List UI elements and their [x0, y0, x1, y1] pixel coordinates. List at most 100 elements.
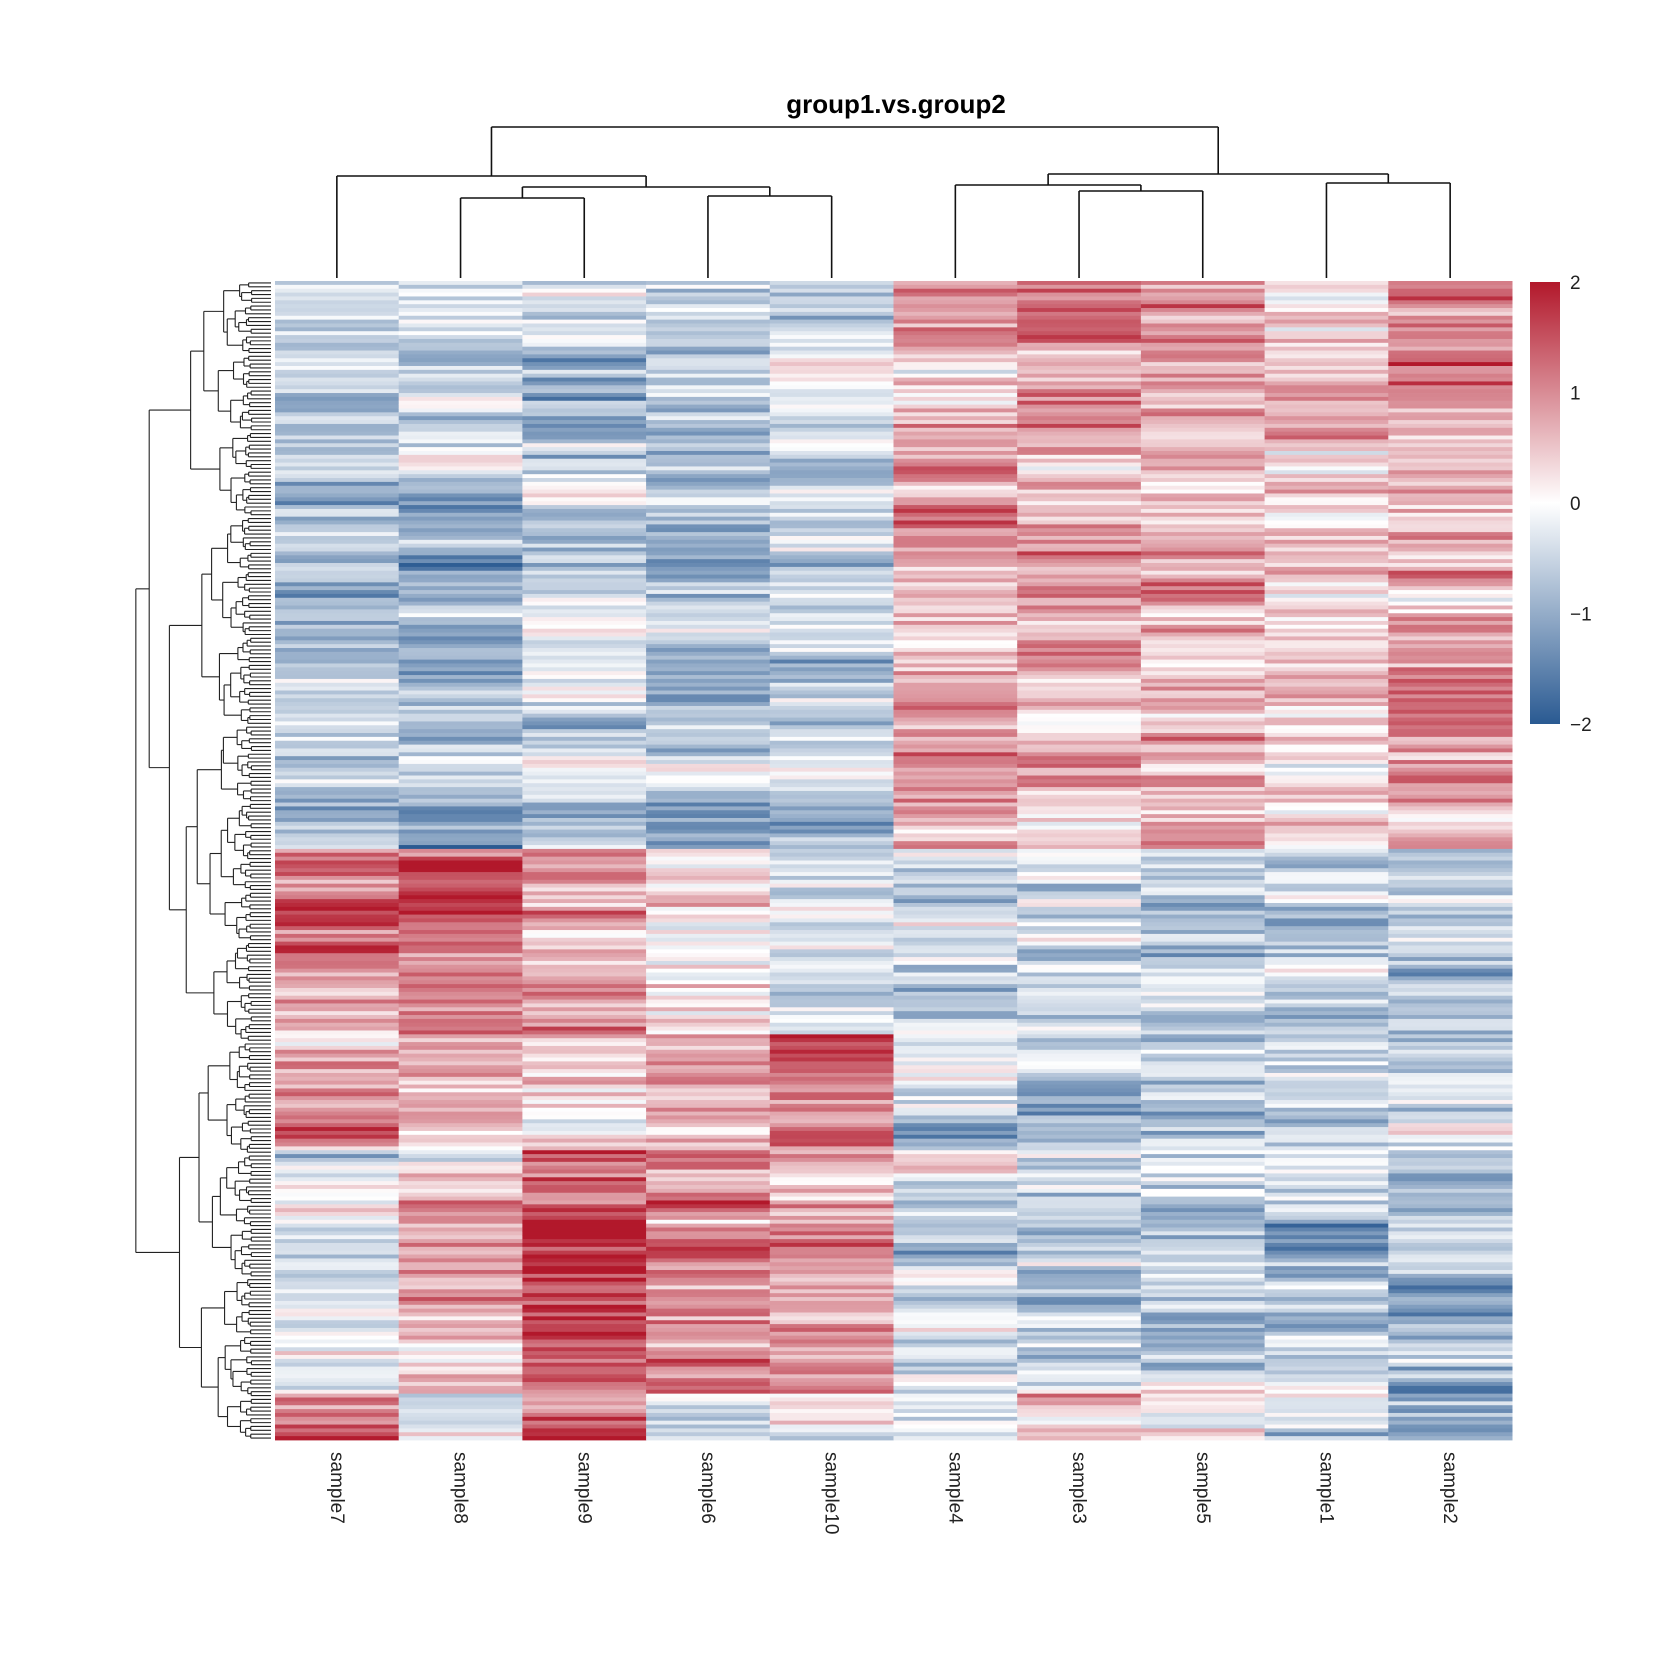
heatmap-cell: [522, 1420, 647, 1425]
heatmap-cell: [769, 926, 894, 931]
heatmap-cell: [646, 926, 771, 931]
heatmap-cell: [275, 466, 400, 471]
heatmap-cell: [893, 1366, 1018, 1371]
heatmap-cell: [398, 875, 523, 881]
heatmap-cell: [398, 678, 523, 684]
heatmap-cell: [646, 833, 771, 838]
heatmap-cell: [398, 814, 523, 819]
heatmap-cell: [398, 1127, 523, 1132]
heatmap-cell: [1017, 443, 1142, 448]
heatmap-cell: [1388, 775, 1513, 780]
heatmap-cell: [769, 1281, 894, 1286]
heatmap-cell: [398, 1115, 523, 1120]
heatmap-cell: [769, 1393, 894, 1398]
heatmap-cell: [522, 1409, 647, 1414]
heatmap-cell: [646, 331, 771, 336]
heatmap-cell: [398, 1219, 523, 1225]
heatmap-cell: [398, 1235, 523, 1240]
heatmap-cell: [1388, 570, 1513, 576]
heatmap-cell: [1017, 1370, 1142, 1375]
heatmap-cell: [893, 570, 1018, 576]
heatmap-cell: [1017, 883, 1142, 888]
heatmap-cell: [893, 563, 1018, 568]
heatmap-cell: [893, 393, 1018, 398]
heatmap-cell: [275, 338, 400, 344]
heatmap-cell: [769, 1289, 894, 1294]
heatmap-cell: [275, 1030, 400, 1035]
heatmap-cell: [522, 752, 647, 757]
heatmap-cell: [522, 1239, 647, 1244]
heatmap-cell: [1264, 810, 1389, 815]
heatmap-cell: [522, 1030, 647, 1035]
heatmap-cell: [398, 493, 523, 498]
heatmap-cell: [1388, 972, 1513, 977]
heatmap-cell: [398, 1277, 523, 1282]
heatmap-cell: [1140, 1420, 1266, 1425]
heatmap-cell: [646, 1157, 771, 1163]
heatmap-cell: [1140, 1219, 1266, 1225]
heatmap-cell: [1017, 1273, 1142, 1279]
heatmap-cell: [1388, 1358, 1513, 1364]
heatmap-cell: [1140, 323, 1266, 328]
heatmap-cell: [893, 605, 1018, 610]
heatmap-cell: [646, 810, 771, 815]
heatmap-cell: [275, 1358, 400, 1364]
heatmap-cell: [398, 899, 523, 904]
heatmap-cell: [893, 365, 1018, 371]
heatmap-cell: [522, 1181, 647, 1186]
heatmap-cell: [769, 1192, 894, 1198]
heatmap-cell: [275, 389, 400, 394]
heatmap-cell: [1140, 848, 1266, 854]
heatmap-cell: [275, 335, 400, 340]
heatmap-cell: [275, 1285, 400, 1290]
heatmap-cell: [1264, 1045, 1389, 1051]
heatmap-cell: [275, 1331, 400, 1337]
heatmap-cell: [1264, 532, 1389, 537]
heatmap-cell: [769, 1374, 894, 1379]
heatmap-cell: [1264, 895, 1389, 900]
heatmap-cell: [1017, 358, 1142, 363]
heatmap-cell: [1264, 651, 1389, 657]
heatmap-cell: [646, 350, 771, 355]
heatmap-cell: [1140, 1103, 1266, 1109]
heatmap-cell: [398, 914, 523, 919]
heatmap-cell: [1388, 659, 1513, 664]
heatmap-cell: [769, 682, 894, 688]
heatmap-cell: [1264, 447, 1389, 452]
heatmap-cell: [1017, 1239, 1142, 1244]
heatmap-cell: [769, 872, 894, 877]
heatmap-cell: [646, 1061, 771, 1066]
heatmap-cell: [1264, 1366, 1389, 1371]
heatmap-cell: [1140, 1208, 1266, 1213]
heatmap-cell: [646, 1130, 771, 1136]
heatmap-cell: [522, 698, 647, 703]
heatmap-cell: [522, 903, 647, 908]
heatmap-cell: [1388, 539, 1513, 545]
heatmap-cell: [893, 628, 1018, 633]
heatmap-cell: [522, 288, 647, 293]
heatmap-cell: [646, 1246, 771, 1252]
heatmap-cell: [646, 1401, 771, 1406]
heatmap-cell: [1017, 539, 1142, 545]
heatmap-cell: [1264, 555, 1389, 560]
heatmap-cell: [1140, 1015, 1266, 1020]
heatmap-cell: [1264, 346, 1389, 351]
heatmap-cell: [1140, 1316, 1266, 1321]
heatmap-cell: [398, 891, 523, 896]
heatmap-cell: [522, 675, 647, 680]
heatmap-cell: [769, 1246, 894, 1252]
heatmap-cell: [522, 775, 647, 780]
heatmap-cell: [275, 547, 400, 552]
heatmap-cell: [522, 899, 647, 904]
heatmap-cell: [769, 1080, 894, 1085]
heatmap-cell: [893, 481, 1018, 487]
heatmap-cell: [275, 790, 400, 796]
heatmap-cell: [769, 501, 894, 506]
heatmap-cell: [646, 385, 771, 390]
heatmap-cell: [522, 763, 647, 769]
heatmap-cell: [398, 957, 523, 962]
heatmap-cell: [398, 605, 523, 610]
heatmap-cell: [1017, 570, 1142, 576]
heatmap-cell: [1140, 466, 1266, 471]
heatmap-cell: [1388, 489, 1513, 494]
